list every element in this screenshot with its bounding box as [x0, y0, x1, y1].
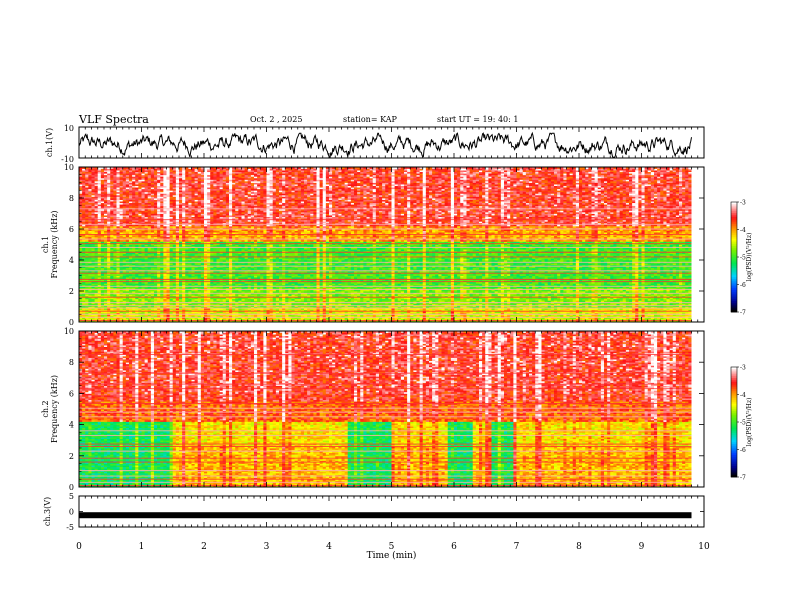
header-station: station= KAP	[343, 115, 398, 124]
y-axis-label: ch.1(V)	[45, 128, 54, 157]
header-start-time: start UT = 19: 40: 1	[437, 115, 518, 124]
ch1-waveform-line	[79, 133, 692, 157]
figure-title: VLF Spectra	[78, 113, 149, 126]
y-tick-label: 10	[64, 124, 74, 133]
header-date: Oct. 2 , 2025	[250, 115, 302, 124]
